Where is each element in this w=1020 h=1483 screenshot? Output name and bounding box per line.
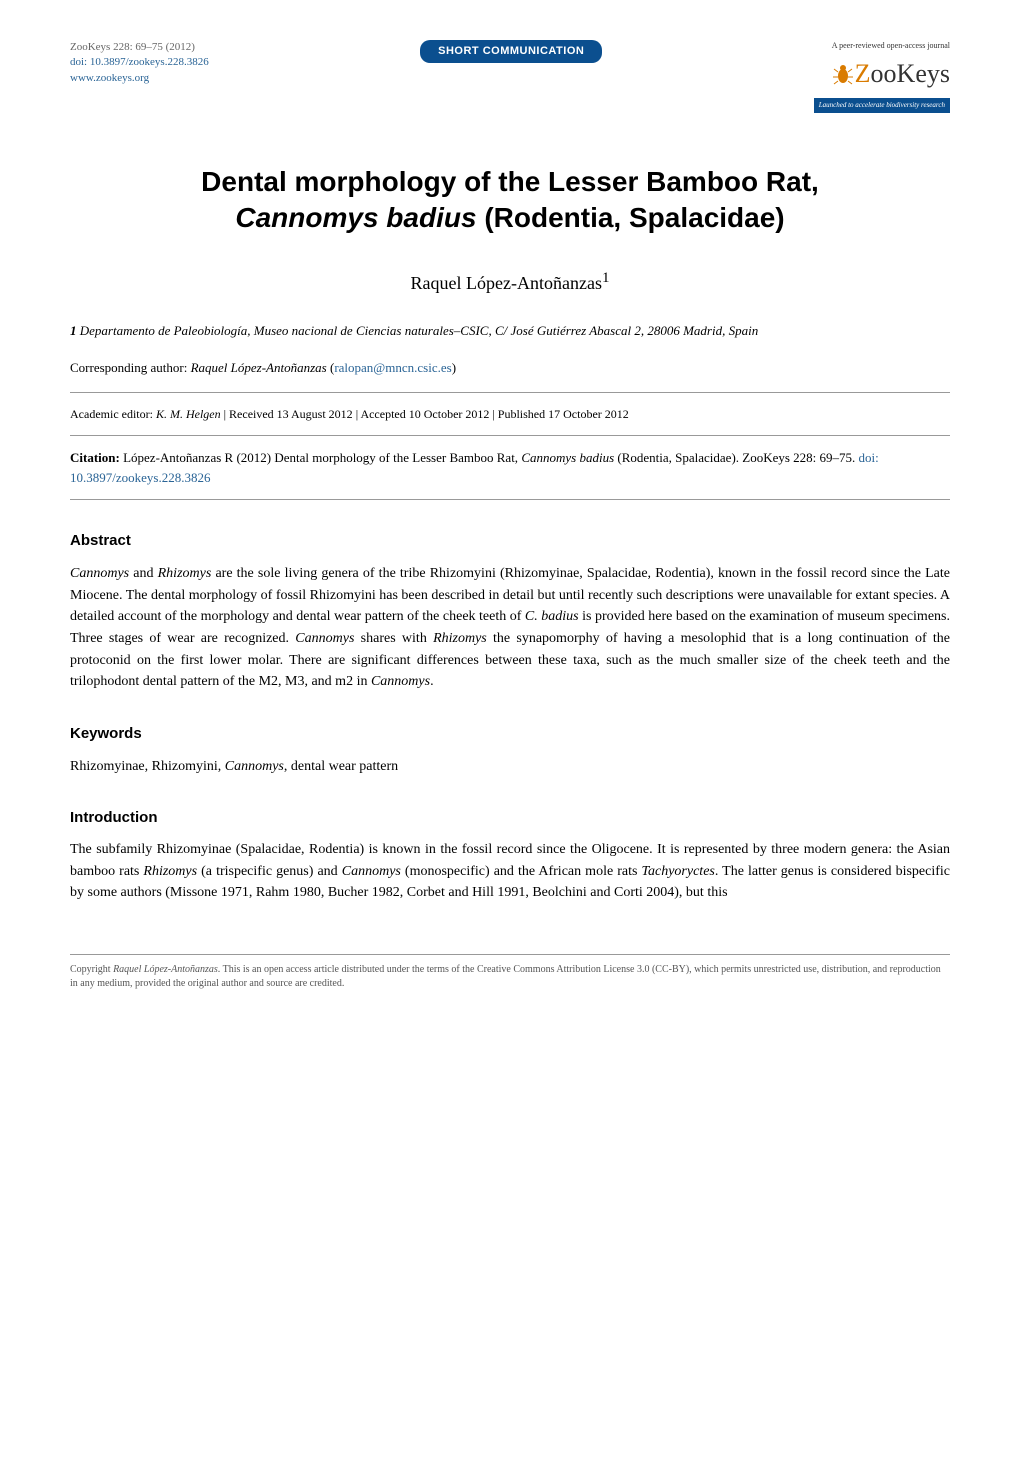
author-name: Raquel López-Antoñanzas: [411, 273, 602, 293]
title-taxonomy: (Rodentia, Spalacidae): [477, 202, 785, 233]
citation-text-2: (Rodentia, Spalacidae). ZooKeys 228: 69–…: [614, 450, 858, 465]
doi-link[interactable]: doi: 10.3897/zookeys.228.3826: [70, 56, 209, 68]
affiliation: 1 Departamento de Paleobiología, Museo n…: [70, 322, 950, 340]
citation-block: Citation: López-Antoñanzas R (2012) Dent…: [70, 448, 950, 487]
website-link[interactable]: www.zookeys.org: [70, 72, 149, 84]
article-title: Dental morphology of the Lesser Bamboo R…: [70, 164, 950, 237]
corresponding-author: Corresponding author: Raquel López-Antoñ…: [70, 358, 950, 378]
logo-subtitle: Launched to accelerate biodiversity rese…: [814, 98, 950, 113]
corresponding-email[interactable]: ralopan@mncn.csic.es: [334, 360, 451, 375]
divider: [70, 435, 950, 436]
divider: [70, 499, 950, 500]
title-species: Cannomys badius: [235, 202, 476, 233]
abstract-heading: Abstract: [70, 530, 950, 553]
logo-tagline: A peer-reviewed open-access journal: [814, 40, 950, 52]
keywords-text: Rhizomyinae, Rhizomyini, Cannomys, denta…: [70, 756, 950, 777]
footer-divider: [70, 954, 950, 955]
accepted-date: Accepted 10 October 2012: [360, 407, 489, 421]
citation-text: López-Antoñanzas R (2012) Dental morphol…: [123, 450, 521, 465]
editor-label: Academic editor:: [70, 407, 156, 421]
article-type-badge: SHORT COMMUNICATION: [420, 40, 602, 63]
title-line-1: Dental morphology of the Lesser Bamboo R…: [201, 166, 819, 197]
corresponding-label: Corresponding author:: [70, 360, 191, 375]
logo-main: ZooKeys: [814, 54, 950, 93]
page-header: ZooKeys 228: 69–75 (2012) doi: 10.3897/z…: [70, 40, 950, 114]
copyright-label: Copyright: [70, 964, 113, 975]
editor-line: Academic editor: K. M. Helgen | Received…: [70, 405, 950, 423]
citation-species: Cannomys badius: [521, 450, 614, 465]
copyright-notice: Copyright Raquel López-Antoñanzas. This …: [70, 963, 950, 991]
abstract-text: Cannomys and Rhizomys are the sole livin…: [70, 563, 950, 693]
received-date: Received 13 August 2012: [229, 407, 353, 421]
journal-logo: A peer-reviewed open-access journal ZooK…: [814, 40, 950, 114]
published-date: Published 17 October 2012: [498, 407, 629, 421]
keywords-italic: Cannomys: [225, 759, 284, 774]
copyright-holder: Raquel López-Antoñanzas: [113, 964, 218, 975]
header-meta: ZooKeys 228: 69–75 (2012) doi: 10.3897/z…: [70, 40, 209, 86]
affiliation-text: Departamento de Paleobiología, Museo nac…: [77, 323, 759, 338]
divider: [70, 392, 950, 393]
author-line: Raquel López-Antoñanzas1: [70, 267, 950, 297]
introduction-text: The subfamily Rhizomyinae (Spalacidae, R…: [70, 839, 950, 904]
keywords-heading: Keywords: [70, 723, 950, 746]
editor-name: K. M. Helgen: [156, 407, 221, 421]
introduction-heading: Introduction: [70, 807, 950, 830]
logo-text: ZooKeys: [855, 54, 950, 93]
bug-icon: [831, 62, 855, 86]
citation-label: Citation:: [70, 450, 123, 465]
author-affil-sup: 1: [602, 270, 610, 286]
journal-reference: ZooKeys 228: 69–75 (2012): [70, 40, 209, 55]
corresponding-name: Raquel López-Antoñanzas: [191, 360, 327, 375]
